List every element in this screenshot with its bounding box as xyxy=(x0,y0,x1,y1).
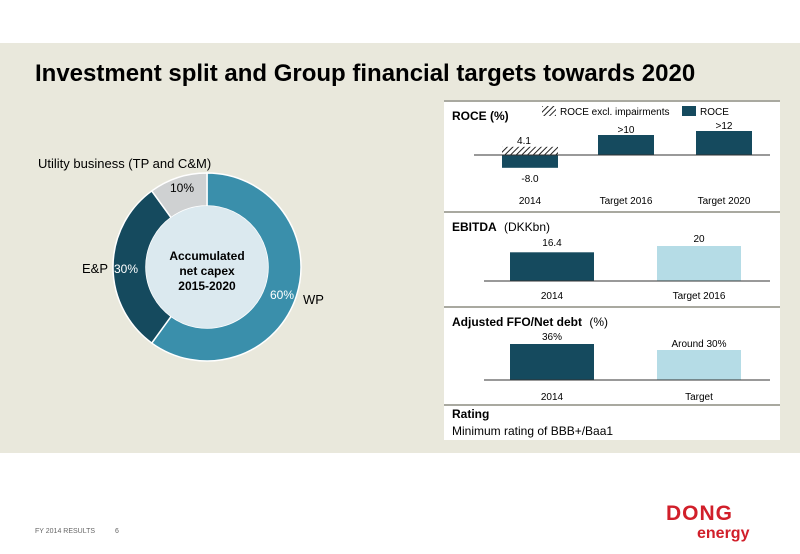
roce-category-target-2016: Target 2016 xyxy=(600,196,653,207)
ffo-bars xyxy=(510,344,741,380)
targets-panel: ROCE (%) ROCE excl. impairments ROCE 201… xyxy=(444,100,780,440)
ffo-category-target: Target xyxy=(685,392,713,403)
roce-title: ROCE (%) xyxy=(452,109,509,123)
capex-donut-chart: Accumulated net capex 2015-2020 60% WP E… xyxy=(38,156,324,362)
roce-value-label-2014: -8.0 xyxy=(521,174,539,185)
ffo-title-suffix: (%) xyxy=(589,315,608,329)
ffo-value-label-target: Around 30% xyxy=(671,339,726,350)
roce-value-label-2020: >12 xyxy=(716,121,733,132)
ebitda-bar-2014 xyxy=(510,252,594,281)
logo-text-bottom: energy xyxy=(697,525,750,542)
ffo-bar-target xyxy=(657,350,741,380)
roce-bars xyxy=(502,131,752,168)
ffo-title: Adjusted FFO/Net debt (%) xyxy=(452,315,608,329)
footer: FY 2014 RESULTS 6 xyxy=(35,528,119,535)
ffo-bar-2014 xyxy=(510,344,594,380)
slice-value-label-ep: 30% xyxy=(114,262,138,276)
ebitda-bar-target-2016 xyxy=(657,246,741,281)
slice-value-label-utility: 10% xyxy=(170,181,194,195)
ffo-category-2014: 2014 xyxy=(541,392,564,403)
targets-panel-charts: ROCE (%) ROCE excl. impairments ROCE 201… xyxy=(444,106,780,438)
roce-value-label-2016: >10 xyxy=(618,125,635,136)
dong-energy-logo: DONG energy xyxy=(666,502,750,542)
roce-bar-2014 xyxy=(502,155,558,168)
donut-center-label-line3: 2015-2020 xyxy=(178,279,236,293)
roce-legend-label-excl: ROCE excl. impairments xyxy=(560,107,669,118)
logo-text-top: DONG xyxy=(666,502,733,525)
roce-bar-excl-2014 xyxy=(502,146,558,155)
roce-bar-target-2016 xyxy=(598,135,654,155)
slice-label-utility: Utility business (TP and C&M) xyxy=(38,156,211,171)
roce-value-label-excl-2014: 4.1 xyxy=(517,136,531,147)
donut-center-label-line1: Accumulated xyxy=(169,249,244,263)
roce-legend-label-roce: ROCE xyxy=(700,107,729,118)
rating-title: Rating xyxy=(452,407,489,421)
rating-text: Minimum rating of BBB+/Baa1 xyxy=(452,424,613,438)
roce-legend-swatch-solid xyxy=(682,106,696,116)
slice-label-ep: E&P xyxy=(82,261,108,276)
ebitda-category-2014: 2014 xyxy=(541,291,564,302)
donut-center-circle xyxy=(146,206,268,328)
roce-bar-target-2020 xyxy=(696,131,752,155)
roce-category-2014: 2014 xyxy=(519,196,542,207)
ebitda-value-label-2014: 16.4 xyxy=(542,238,562,249)
page-number: 6 xyxy=(115,528,119,535)
ebitda-title: EBITDA (DKKbn) xyxy=(452,220,550,234)
donut-center-label-line2: net capex xyxy=(179,264,235,278)
ebitda-title-suffix: (DKKbn) xyxy=(504,220,550,234)
roce-legend-swatch-hatched xyxy=(542,106,556,116)
ebitda-bars xyxy=(510,246,741,281)
footer-label: FY 2014 RESULTS xyxy=(35,528,96,535)
ebitda-title-main: EBITDA xyxy=(452,220,497,234)
page-title: Investment split and Group financial tar… xyxy=(35,60,696,87)
ebitda-value-label-2016: 20 xyxy=(693,234,705,245)
ffo-value-label-2014: 36% xyxy=(542,332,562,343)
slice-label-wp: WP xyxy=(303,292,324,307)
ffo-title-main: Adjusted FFO/Net debt xyxy=(452,315,582,329)
roce-category-target-2020: Target 2020 xyxy=(698,196,751,207)
ebitda-category-target-2016: Target 2016 xyxy=(673,291,726,302)
slice-value-label-wp: 60% xyxy=(270,288,294,302)
